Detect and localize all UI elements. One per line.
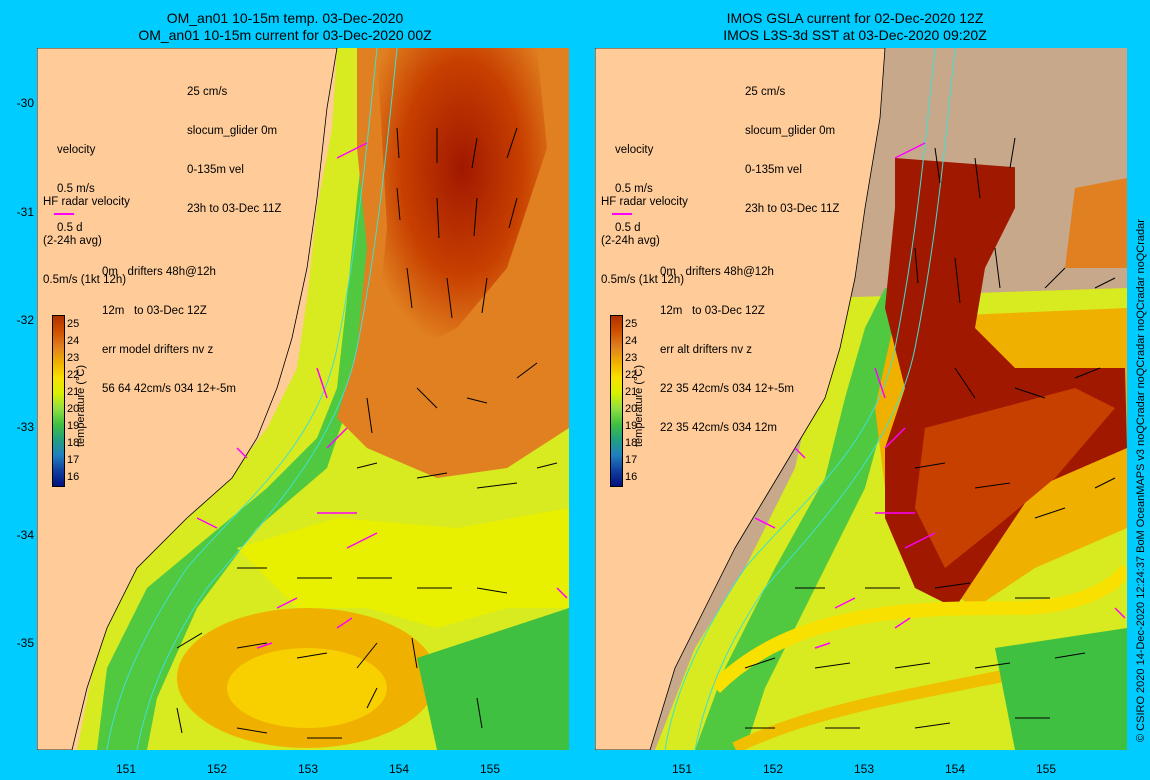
hf-radar-label: HF radar velocity bbox=[43, 196, 130, 208]
legend-line: slocum_glider 0m bbox=[187, 125, 278, 137]
velocity-vectors bbox=[744, 137, 1116, 729]
velocity-vectors bbox=[176, 127, 558, 739]
drifters-line: 22 35 42cm/s 034 12m bbox=[660, 422, 777, 434]
lon-tick: 153 bbox=[853, 762, 875, 776]
colorbar-tick: 16 bbox=[67, 471, 80, 483]
lon-tick: 153 bbox=[297, 762, 319, 776]
colorbar-tick: 21 bbox=[67, 386, 80, 398]
lon-tick: 155 bbox=[479, 762, 501, 776]
colorbar-label-right: temperature (°C) bbox=[633, 364, 646, 448]
colorbar-tick: 19 bbox=[625, 420, 638, 432]
velocity-value: 0.5 m/s bbox=[57, 183, 95, 195]
left-title-line1: OM_an01 10-15m temp. 03-Dec-2020 bbox=[166, 10, 404, 26]
left-map[interactable]: 25 cm/s slocum_glider 0m 0-135m vel 23h … bbox=[37, 48, 569, 750]
colorbar-tick: 22 bbox=[625, 369, 638, 381]
hf-radar-arrow-icon bbox=[612, 213, 632, 215]
left-map-canvas bbox=[37, 48, 569, 750]
colorbar-left bbox=[52, 315, 65, 487]
legend-line: 23h to 03-Dec 11Z bbox=[187, 203, 282, 215]
right-hf-radar: HF radar velocity (2-24h avg) 0.5m/s (1k… bbox=[601, 170, 688, 313]
hf-radar-avg: (2-24h avg) bbox=[601, 235, 660, 247]
velocity-label: velocity bbox=[57, 144, 96, 156]
lat-tick: -30 bbox=[16, 96, 34, 110]
legend-line: 25 cm/s bbox=[187, 86, 228, 98]
colorbar-tick: 24 bbox=[67, 335, 80, 347]
lon-tick: 152 bbox=[206, 762, 228, 776]
lon-tick: 152 bbox=[762, 762, 784, 776]
drifter-tracks bbox=[196, 142, 568, 649]
drifters-line: 12m to 03-Dec 12Z bbox=[660, 305, 765, 317]
hf-radar-scale: 0.5m/s (1kt 12h) bbox=[43, 274, 127, 286]
drifters-line: 0m drifters 48h@12h bbox=[660, 266, 774, 278]
lat-tick: -35 bbox=[16, 636, 34, 650]
colorbar-tick: 22 bbox=[67, 369, 80, 381]
colorbar-tick: 21 bbox=[625, 386, 638, 398]
right-title-line1: IMOS GSLA current for 02-Dec-2020 12Z bbox=[726, 10, 984, 26]
right-title: IMOS GSLA current for 02-Dec-2020 12Z IM… bbox=[630, 10, 1080, 44]
colorbar-tick: 17 bbox=[625, 454, 638, 466]
hf-radar-avg: (2-24h avg) bbox=[43, 235, 102, 247]
left-hf-radar: HF radar velocity (2-24h avg) 0.5m/s (1k… bbox=[43, 170, 130, 313]
colorbar-tick: 23 bbox=[625, 352, 638, 364]
right-drifters: 0m drifters 48h@12h 12m to 03-Dec 12Z er… bbox=[660, 240, 794, 461]
velocity-time: 0.5 d bbox=[615, 222, 641, 234]
lon-tick: 154 bbox=[944, 762, 966, 776]
colorbar-tick: 24 bbox=[625, 335, 638, 347]
drifters-line: 22 35 42cm/s 034 12+-5m bbox=[660, 383, 794, 395]
lat-tick: -33 bbox=[16, 420, 34, 434]
velocity-value: 0.5 m/s bbox=[615, 183, 653, 195]
legend-line: 0-135m vel bbox=[187, 164, 244, 176]
drifters-line: 56 64 42cm/s 034 12+-5m bbox=[102, 383, 236, 395]
drifter-tracks bbox=[754, 142, 1126, 649]
left-title: OM_an01 10-15m temp. 03-Dec-2020 OM_an01… bbox=[60, 10, 510, 44]
colorbar-tick: 18 bbox=[625, 437, 638, 449]
lon-tick: 151 bbox=[671, 762, 693, 776]
lon-tick: 154 bbox=[388, 762, 410, 776]
lat-tick: -32 bbox=[16, 313, 34, 327]
hf-radar-arrow-icon bbox=[54, 213, 74, 215]
velocity-time: 0.5 d bbox=[57, 222, 83, 234]
left-drifters: 0m drifters 48h@12h 12m to 03-Dec 12Z er… bbox=[102, 240, 236, 422]
right-map[interactable]: 25 cm/s slocum_glider 0m 0-135m vel 23h … bbox=[595, 48, 1127, 750]
colorbar-tick: 25 bbox=[67, 318, 80, 330]
lat-tick: -31 bbox=[16, 205, 34, 219]
right-title-line2: IMOS L3S-3d SST at 03-Dec-2020 09:20Z bbox=[723, 27, 987, 43]
drifters-line: err model drifters nv z bbox=[102, 344, 214, 356]
colorbar-tick: 23 bbox=[67, 352, 80, 364]
legend-line: 25 cm/s bbox=[745, 86, 786, 98]
colorbar-tick: 25 bbox=[625, 318, 638, 330]
legend-line: slocum_glider 0m bbox=[745, 125, 836, 137]
colorbar-right bbox=[610, 315, 623, 487]
legend-line: 0-135m vel bbox=[745, 164, 802, 176]
colorbar-tick: 20 bbox=[67, 403, 80, 415]
drifters-line: err alt drifters nv z bbox=[660, 344, 753, 356]
left-legend-top: 25 cm/s slocum_glider 0m 0-135m vel 23h … bbox=[187, 60, 281, 242]
legend-line: 23h to 03-Dec 11Z bbox=[745, 203, 840, 215]
colorbar-tick: 16 bbox=[625, 471, 638, 483]
colorbar-tick: 17 bbox=[67, 454, 80, 466]
lon-tick: 155 bbox=[1035, 762, 1057, 776]
colorbar-tick: 20 bbox=[625, 403, 638, 415]
hf-radar-label: HF radar velocity bbox=[601, 196, 688, 208]
velocity-label: velocity bbox=[615, 144, 654, 156]
credit-text: © CSIRO 2020 14-Dec-2020 12:24:37 BoM Oc… bbox=[1135, 219, 1147, 742]
drifters-line: 0m drifters 48h@12h bbox=[102, 266, 216, 278]
hf-radar-scale: 0.5m/s (1kt 12h) bbox=[601, 274, 685, 286]
right-velocity-key: velocity 0.5 m/s 0.5 d bbox=[615, 118, 653, 261]
left-velocity-key: velocity 0.5 m/s 0.5 d bbox=[57, 118, 95, 261]
lon-tick: 151 bbox=[115, 762, 137, 776]
colorbar-label-left: temperature (°C) bbox=[75, 364, 88, 448]
colorbar-tick: 18 bbox=[67, 437, 80, 449]
right-legend-top: 25 cm/s slocum_glider 0m 0-135m vel 23h … bbox=[745, 60, 839, 242]
drifters-line: 12m to 03-Dec 12Z bbox=[102, 305, 207, 317]
colorbar-tick: 19 bbox=[67, 420, 80, 432]
left-title-line2: OM_an01 10-15m current for 03-Dec-2020 0… bbox=[138, 27, 432, 43]
lat-tick: -34 bbox=[16, 528, 34, 542]
right-map-canvas bbox=[595, 48, 1127, 750]
